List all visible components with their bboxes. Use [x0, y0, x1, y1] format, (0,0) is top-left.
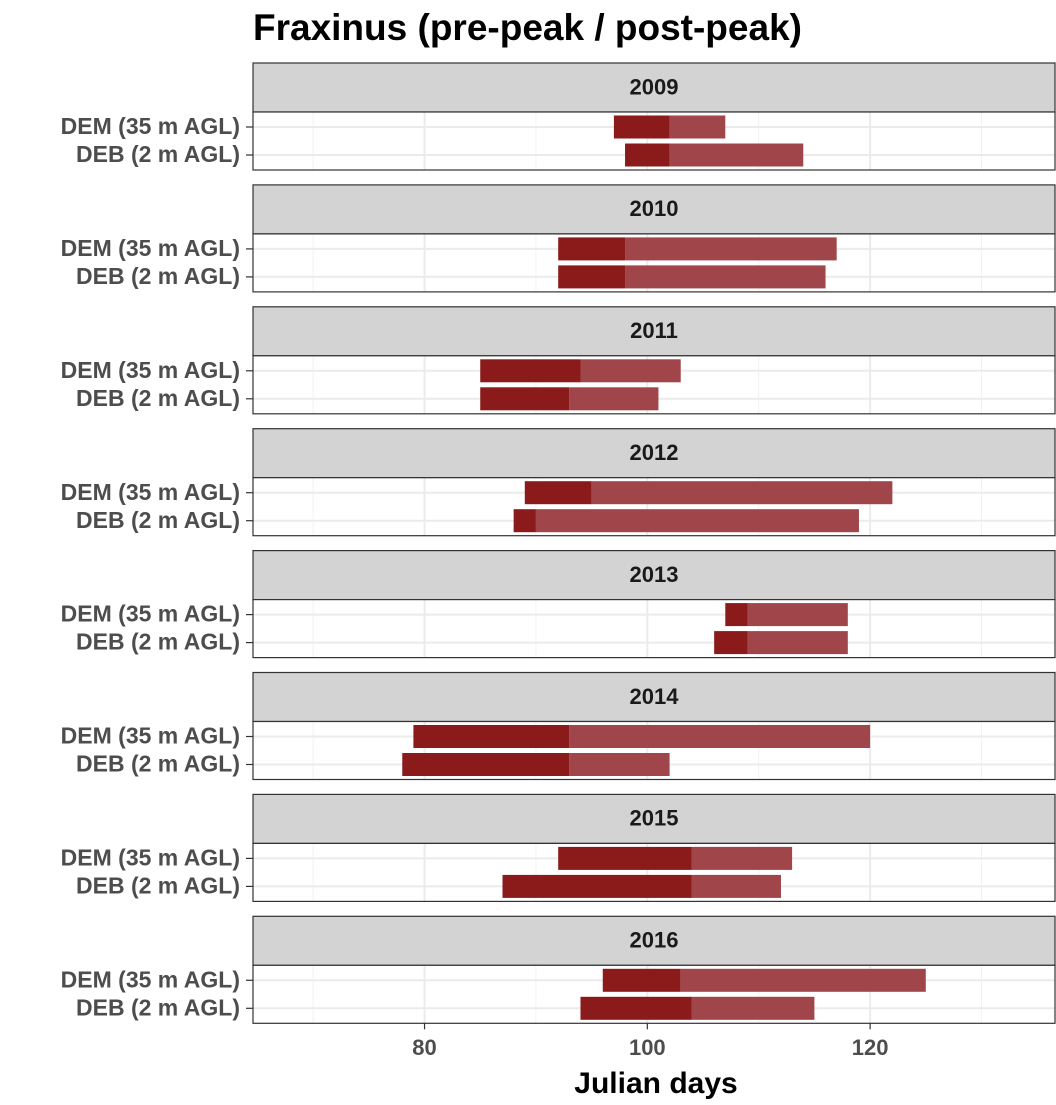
pre-peak-bar [480, 359, 581, 383]
post-peak-bar [569, 387, 659, 411]
post-peak-bar [535, 509, 859, 533]
y-tick-label: DEM (35 m AGL) [61, 357, 240, 383]
y-tick-label: DEB (2 m AGL) [76, 751, 240, 777]
facet-title: 2010 [630, 196, 679, 221]
x-tick-label: 80 [412, 1035, 436, 1060]
strip [252, 62, 1056, 113]
post-peak-bar [591, 481, 893, 505]
strip [252, 549, 1056, 601]
pre-peak-bar [580, 996, 692, 1020]
y-tick-label: DEB (2 m AGL) [76, 872, 240, 898]
panel-border [252, 842, 1056, 903]
facet-title: 2016 [630, 928, 679, 953]
y-tick-label: DEB (2 m AGL) [76, 507, 240, 533]
x-tick-label: 120 [852, 1035, 889, 1060]
post-peak-bar [691, 874, 781, 898]
y-tick-label: DEM (35 m AGL) [61, 601, 240, 627]
post-peak-bar [580, 359, 681, 383]
y-tick-label: DEM (35 m AGL) [61, 966, 240, 992]
pre-peak-bar [714, 631, 748, 655]
pre-peak-bar [613, 115, 670, 139]
y-tick-label: DEB (2 m AGL) [76, 385, 240, 411]
post-peak-bar [625, 237, 837, 261]
chart-title: Fraxinus (pre-peak / post-peak) [253, 7, 802, 48]
pre-peak-bar [513, 509, 536, 533]
panel-border [252, 964, 1056, 1024]
panel-border [252, 477, 1056, 537]
x-tick-label: 100 [629, 1035, 666, 1060]
y-tick-label: DEM (35 m AGL) [61, 235, 240, 261]
panel-border [252, 598, 1056, 659]
post-peak-bar [680, 968, 926, 992]
panel-border [252, 111, 1056, 171]
panel [253, 599, 1055, 658]
strip [252, 184, 1056, 235]
post-peak-bar [669, 143, 804, 167]
facet-title: 2009 [630, 74, 679, 99]
y-tick-label: DEM (35 m AGL) [61, 844, 240, 870]
strip [252, 428, 1056, 479]
strip [252, 671, 1056, 723]
facet-title: 2014 [630, 684, 680, 709]
y-tick-label: DEB (2 m AGL) [76, 141, 240, 167]
y-tick-label: DEM (35 m AGL) [61, 113, 240, 139]
pre-peak-bar [625, 143, 670, 167]
post-peak-bar [669, 115, 726, 139]
facet-title: 2013 [630, 562, 679, 587]
panel-border [252, 720, 1056, 781]
pre-peak-bar [725, 603, 748, 627]
y-tick-label: DEB (2 m AGL) [76, 263, 240, 289]
pre-peak-bar [602, 968, 681, 992]
y-tick-label: DEB (2 m AGL) [76, 994, 240, 1020]
pre-peak-bar [558, 237, 626, 261]
pre-peak-bar [402, 753, 570, 776]
pre-peak-bar [480, 387, 570, 411]
pre-peak-bar [413, 725, 570, 748]
post-peak-bar [747, 603, 848, 627]
post-peak-bar [691, 996, 815, 1020]
post-peak-bar [625, 265, 826, 289]
y-tick-label: DEB (2 m AGL) [76, 629, 240, 655]
pre-peak-bar [502, 874, 692, 898]
y-tick-label: DEM (35 m AGL) [61, 723, 240, 749]
panel-border [252, 233, 1056, 293]
x-axis-title: Julian days [574, 1067, 737, 1100]
pre-peak-bar [558, 265, 626, 289]
post-peak-bar [569, 725, 871, 748]
panel-border [252, 355, 1056, 415]
pre-peak-bar [558, 846, 692, 870]
post-peak-bar [747, 631, 848, 655]
strip [252, 306, 1056, 357]
strip [252, 915, 1056, 966]
facet-title: 2015 [630, 806, 679, 831]
facet-title: 2012 [630, 440, 679, 465]
facet-title: 2011 [630, 318, 678, 343]
pre-peak-bar [524, 481, 592, 505]
post-peak-bar [569, 753, 670, 776]
y-tick-label: DEM (35 m AGL) [61, 479, 240, 505]
post-peak-bar [691, 846, 793, 870]
